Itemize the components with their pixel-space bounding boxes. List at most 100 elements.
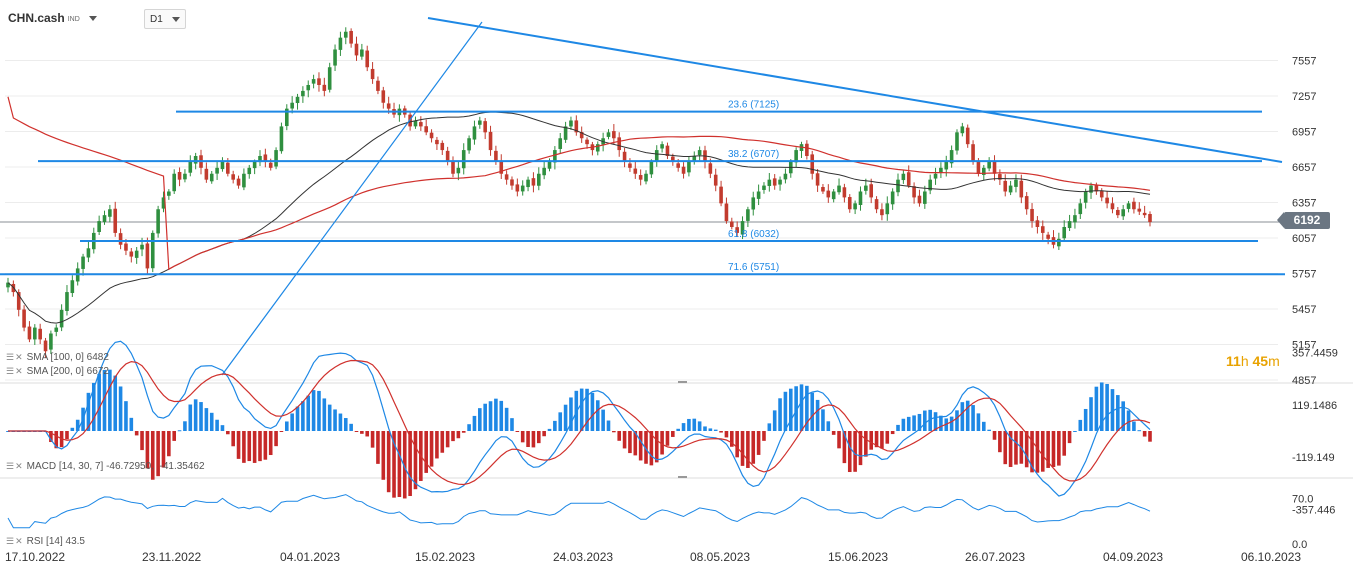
time-tick-label: 08.05.2023 [690,550,750,564]
macd-histogram-bar [65,431,69,440]
candle [542,161,546,180]
candle [370,62,375,84]
candle [488,125,493,156]
macd-histogram-bar [1024,431,1029,468]
macd-histogram-bar [955,410,959,431]
macd-histogram-bar [75,419,80,431]
macd-histogram-bar [976,413,981,431]
timeframe-selector[interactable]: D1 [144,9,186,29]
macd-tick-label: -357.446 [1292,505,1335,517]
macd-histogram-bar [778,398,782,431]
candle [129,248,134,263]
macd-histogram-bar [676,428,680,431]
menu-close-icon[interactable]: ☰✕ [6,366,24,376]
menu-close-icon[interactable]: ☰✕ [6,352,24,362]
menu-close-icon[interactable]: ☰✕ [6,536,24,546]
macd-histogram-bar [461,431,466,433]
candle [687,156,691,177]
macd-histogram-bar [445,431,450,448]
candle [43,337,48,359]
macd-histogram-bar [1008,431,1013,467]
macd-histogram-bar [751,431,756,464]
macd-histogram-bar [821,409,825,431]
candle [156,205,160,238]
chevron-down-icon [88,15,97,21]
candle [885,196,890,221]
macd-histogram-bar [869,431,874,450]
time-tick-label: 15.02.2023 [415,550,475,564]
candle [740,216,745,240]
candle [917,189,922,207]
menu-close-icon[interactable]: ☰✕ [6,461,24,471]
macd-histogram-bar [360,431,364,434]
candle [735,221,739,237]
price-tick-label: 6657 [1292,162,1316,174]
trendline-down [427,17,1283,163]
macd-histogram-bar [1094,386,1099,431]
macd-histogram-bar [1132,421,1136,431]
macd-histogram-bar [928,409,932,431]
macd-histogram-bar [960,402,965,431]
macd-histogram-bar [204,408,209,431]
candle [906,165,911,188]
candle [864,178,868,195]
macd-histogram-bar [129,417,134,431]
macd-histogram-bar [510,418,514,431]
macd-histogram-bar [333,409,337,431]
candle [247,164,252,179]
symbol-selector[interactable]: CHN.cash IND [8,9,97,27]
candle [1035,216,1040,234]
macd-histogram-bar [783,391,788,431]
macd-histogram-bar [842,431,847,464]
candle [767,173,772,192]
candle [445,146,450,166]
macd-histogram-bar [397,431,402,498]
macd-histogram-bar [880,431,884,449]
rsi-legend[interactable]: ☰✕ RSI [14] 43.5 [6,536,85,547]
macd-histogram-bar [322,398,327,431]
macd-histogram-bar [408,431,412,497]
macd-histogram-bar [1110,389,1115,431]
candle [612,124,616,145]
macd-histogram-bar [799,384,804,431]
macd-histogram-bar [199,402,203,431]
price-tick-label: 5757 [1292,269,1316,281]
macd-histogram-bar [671,431,675,437]
candle [1067,214,1072,232]
candle [585,137,589,149]
macd-histogram-bar [494,398,498,431]
macd-histogram-bar [1030,431,1034,473]
macd-histogram-bar [258,431,262,462]
candle [306,80,311,98]
sma200-legend[interactable]: ☰✕ SMA [200, 0] 6672 [6,366,109,377]
sma100-legend[interactable]: ☰✕ SMA [100, 0] 6482 [6,352,109,363]
candle [365,45,370,72]
candle [697,146,702,161]
macd-histogram-bar [826,421,831,431]
macd-histogram-bar [118,386,123,431]
macd-legend[interactable]: ☰✕ MACD [14, 30, 7] -46.72950, -41.35462 [6,461,205,472]
macd-histogram-bar [542,431,546,437]
candle [751,191,756,216]
candle [413,116,418,129]
candle [772,174,777,190]
macd-panel [6,340,1152,499]
candle [204,162,209,183]
candle [826,184,831,203]
macd-histogram-bar [601,409,605,431]
candle [311,74,316,89]
candle [134,247,139,264]
candle [992,155,997,181]
candle [981,165,986,181]
macd-histogram-bar [553,420,557,431]
candle [376,76,380,95]
candle [1003,174,1008,197]
macd-histogram-bar [965,400,970,431]
macd-histogram-bar [794,386,798,431]
candle [113,201,118,237]
candle [172,169,177,194]
price-tick-label: 6357 [1292,198,1316,210]
macd-histogram-bar [569,397,573,431]
macd-histogram-bar [252,431,257,463]
